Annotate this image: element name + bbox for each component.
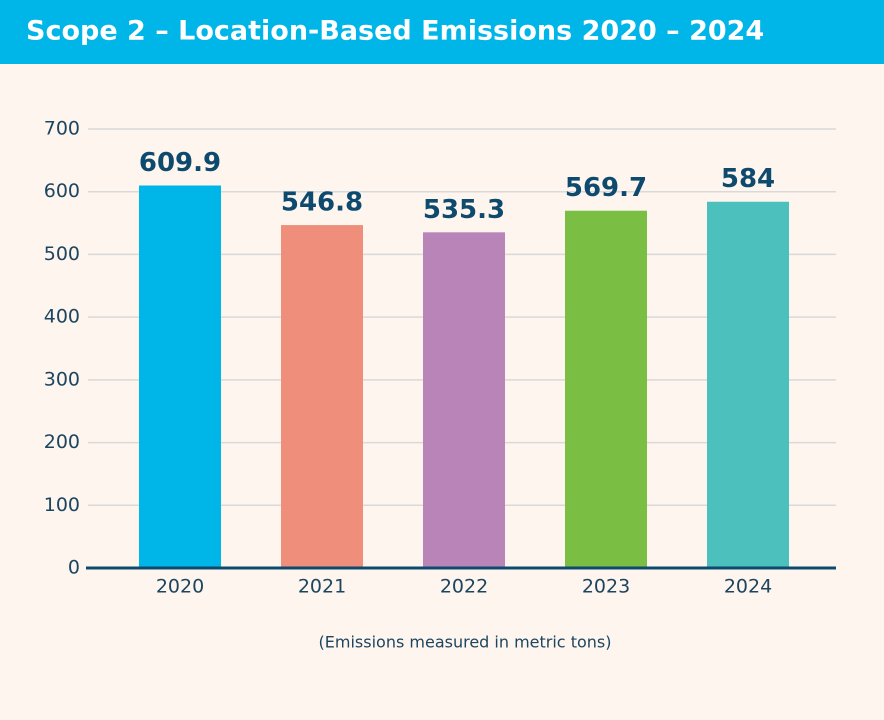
data-label: 609.9	[139, 148, 221, 178]
bar	[565, 210, 647, 568]
bar	[423, 232, 505, 568]
y-tick-label: 300	[44, 368, 80, 390]
y-tick-label: 200	[44, 431, 80, 453]
x-tick-label: 2021	[298, 576, 346, 598]
x-tick-label: 2023	[582, 576, 630, 598]
header-band	[0, 0, 884, 64]
note: (Emissions measured in metric tons)	[319, 633, 612, 652]
chart-title: Scope 2 – Location-Based Emissions 2020 …	[26, 16, 764, 47]
y-tick-label: 600	[44, 180, 80, 202]
x-tick-label: 2024	[724, 576, 772, 598]
y-tick-label: 500	[44, 243, 80, 265]
bar	[139, 185, 221, 569]
data-label: 569.7	[565, 173, 647, 203]
data-label: 584	[721, 164, 775, 194]
y-tick-label: 400	[44, 306, 80, 328]
y-tick-label: 0	[68, 557, 80, 579]
bar	[707, 201, 789, 568]
x-tick-label: 2022	[440, 576, 488, 598]
y-tick-label: 700	[44, 118, 80, 140]
data-label: 546.8	[281, 188, 363, 218]
x-tick-label: 2020	[156, 576, 204, 598]
bar	[281, 225, 363, 568]
data-label: 535.3	[423, 195, 505, 225]
y-tick-label: 100	[44, 494, 80, 516]
